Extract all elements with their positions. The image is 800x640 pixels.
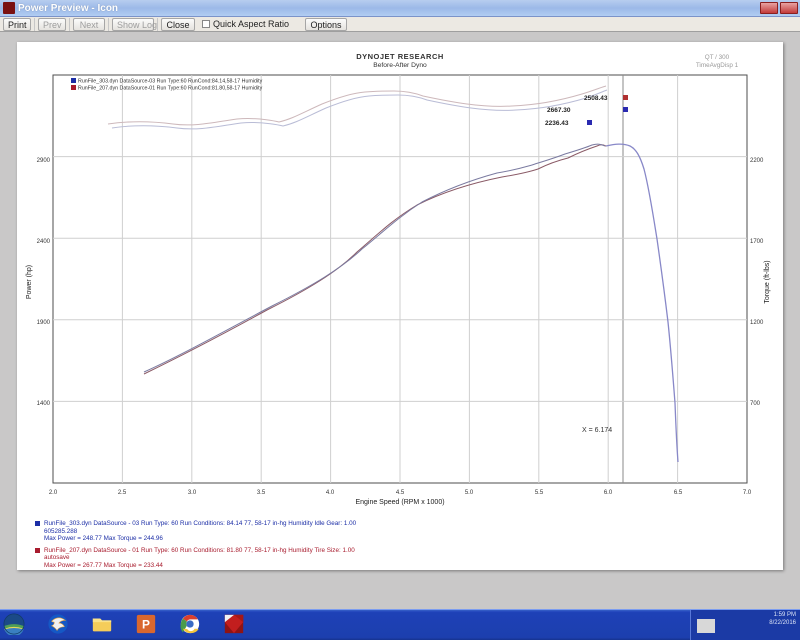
svg-text:2.5: 2.5 bbox=[118, 490, 127, 496]
svg-text:4.0: 4.0 bbox=[326, 490, 335, 496]
svg-text:2236.43: 2236.43 bbox=[545, 120, 569, 127]
svg-text:P: P bbox=[142, 618, 150, 632]
svg-text:X = 6.174: X = 6.174 bbox=[582, 427, 612, 434]
svg-text:2400: 2400 bbox=[37, 239, 51, 245]
svg-text:2900: 2900 bbox=[37, 158, 51, 164]
svg-text:RunFile_303.dyn DataSource-03: RunFile_303.dyn DataSource-03 Run Type:6… bbox=[78, 79, 263, 85]
svg-text:2200: 2200 bbox=[750, 158, 764, 164]
svg-text:1900: 1900 bbox=[37, 320, 51, 326]
svg-text:6.0: 6.0 bbox=[604, 490, 613, 496]
svg-text:7.0: 7.0 bbox=[743, 490, 752, 496]
svg-text:5.5: 5.5 bbox=[535, 490, 544, 496]
svg-text:2508.43: 2508.43 bbox=[584, 95, 608, 102]
svg-text:700: 700 bbox=[750, 401, 761, 407]
svg-text:Before-After Dyno: Before-After Dyno bbox=[373, 62, 427, 69]
svg-text:1200: 1200 bbox=[750, 320, 764, 326]
svg-text:DYNOJET RESEARCH: DYNOJET RESEARCH bbox=[356, 52, 444, 61]
svg-text:1700: 1700 bbox=[750, 239, 764, 245]
svg-text:5.0: 5.0 bbox=[465, 490, 474, 496]
svg-text:2.0: 2.0 bbox=[49, 490, 58, 496]
svg-text:6.5: 6.5 bbox=[674, 490, 683, 496]
svg-text:4.5: 4.5 bbox=[396, 490, 405, 496]
svg-text:RunFile_207.dyn DataSource-01: RunFile_207.dyn DataSource-01 Run Type:6… bbox=[78, 86, 263, 92]
svg-text:Engine Speed (RPM x 1000): Engine Speed (RPM x 1000) bbox=[355, 499, 444, 506]
svg-text:Torque (ft-lbs): Torque (ft-lbs) bbox=[764, 260, 771, 303]
svg-text:QT / 300: QT / 300 bbox=[705, 54, 730, 61]
svg-text:3.0: 3.0 bbox=[188, 490, 197, 496]
svg-text:2667.30: 2667.30 bbox=[547, 107, 571, 114]
svg-text:3.5: 3.5 bbox=[257, 490, 266, 496]
svg-text:Power (hp): Power (hp) bbox=[26, 265, 33, 299]
svg-text:1400: 1400 bbox=[37, 401, 51, 407]
svg-text:TimeAvgDisp 1: TimeAvgDisp 1 bbox=[696, 62, 739, 69]
